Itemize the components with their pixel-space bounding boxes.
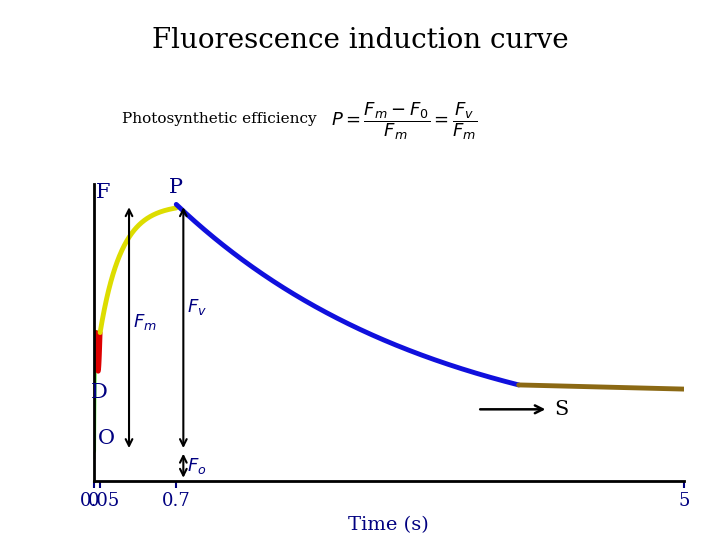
Text: $F_v$: $F_v$ xyxy=(187,297,207,317)
Text: P: P xyxy=(169,178,184,197)
Text: S: S xyxy=(554,400,568,419)
Text: $F_o$: $F_o$ xyxy=(187,456,207,476)
Text: D: D xyxy=(91,383,108,402)
X-axis label: Time (s): Time (s) xyxy=(348,516,429,534)
Text: F: F xyxy=(96,183,110,201)
Text: Photosynthetic efficiency: Photosynthetic efficiency xyxy=(122,112,317,126)
Text: $P = \dfrac{F_m - F_0}{F_m} = \dfrac{F_v}{F_m}$: $P = \dfrac{F_m - F_0}{F_m} = \dfrac{F_v… xyxy=(331,100,478,143)
Text: $F_m$: $F_m$ xyxy=(132,312,156,332)
Text: Fluorescence induction curve: Fluorescence induction curve xyxy=(152,27,568,54)
Text: O: O xyxy=(97,429,114,448)
